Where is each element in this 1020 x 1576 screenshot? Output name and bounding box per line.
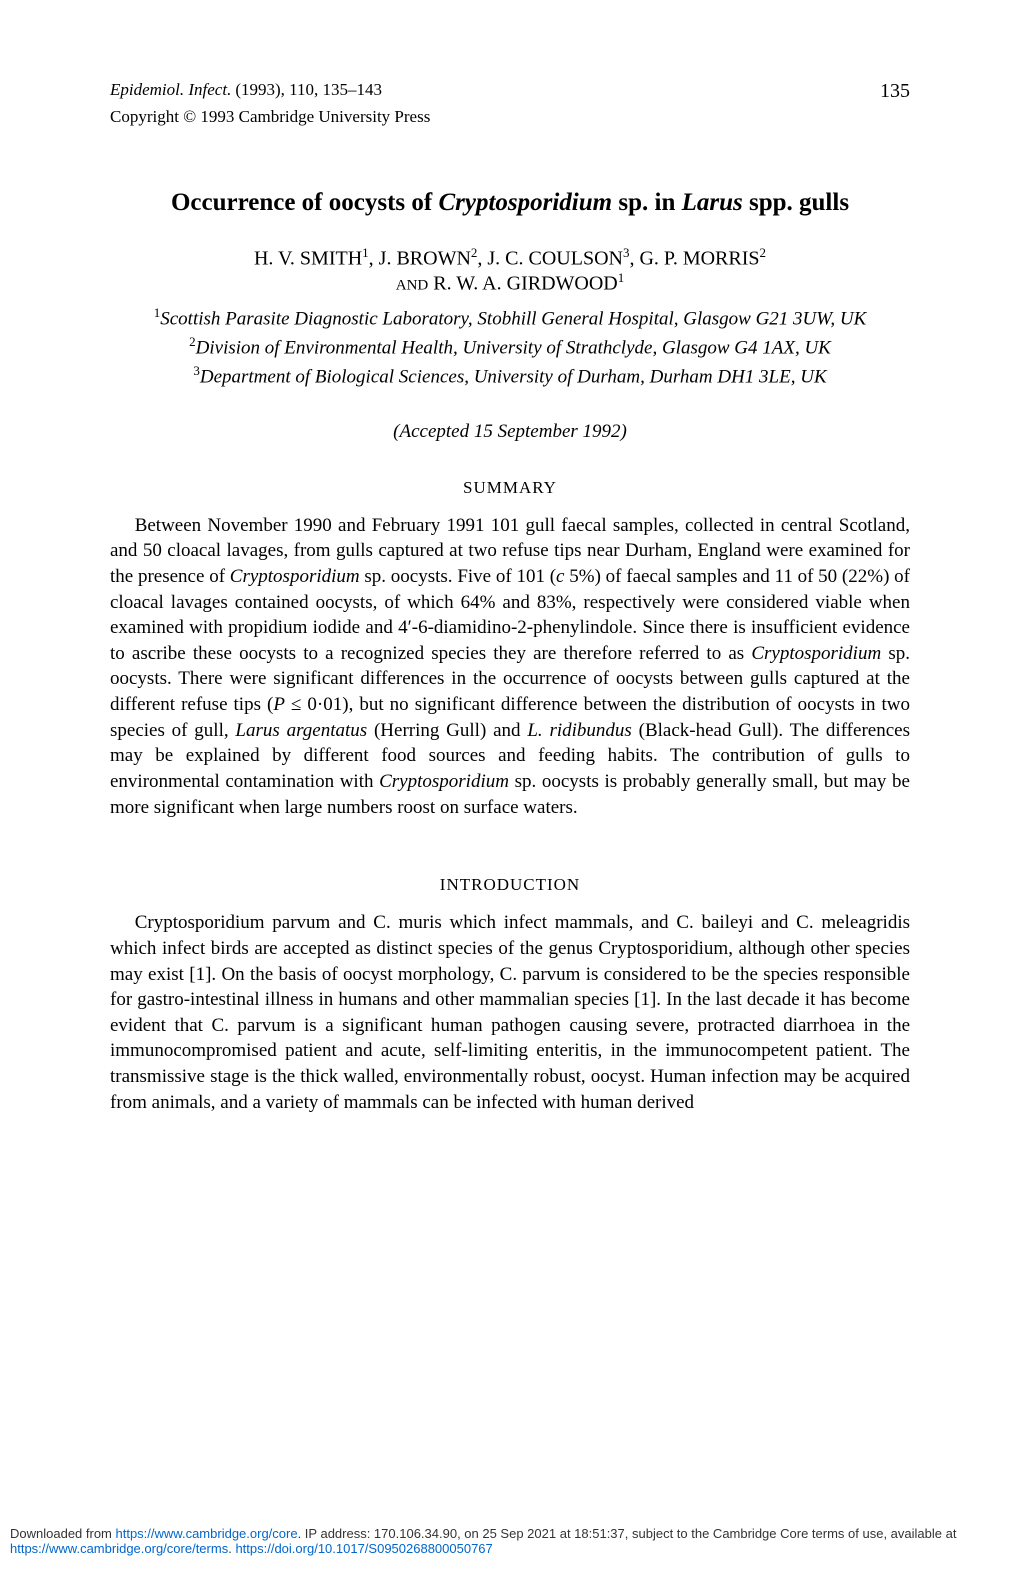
author: R. W. A. GIRDWOOD xyxy=(428,273,617,295)
species-name: Cryptosporidium xyxy=(751,643,881,664)
running-header: Epidemiol. Infect. (1993), 110, 135–143 … xyxy=(110,80,910,103)
affiliation-3: Department of Biological Sciences, Unive… xyxy=(200,366,827,387)
and-connector: AND xyxy=(396,278,429,294)
species-name: Cryptosporidium xyxy=(598,938,728,959)
footer-link-terms[interactable]: https://www.cambridge.org/core/terms xyxy=(10,1541,228,1556)
species-name: C. parvum xyxy=(500,964,581,985)
intro-text: and xyxy=(330,912,373,933)
affiliation-1: Scottish Parasite Diagnostic Laboratory,… xyxy=(160,308,866,329)
footer-link-doi[interactable]: https://doi.org/10.1017/S095026880005076… xyxy=(235,1541,492,1556)
affil-sup: 2 xyxy=(760,245,767,260)
species-name: Cryptosporidium xyxy=(379,771,509,792)
author-list: H. V. SMITH1, J. BROWN2, J. C. COULSON3,… xyxy=(110,245,910,296)
footer-link-core[interactable]: https://www.cambridge.org/core xyxy=(116,1526,298,1541)
affil-sup: 1 xyxy=(618,270,625,285)
species-name: L. ridibundus xyxy=(527,720,631,741)
page-number: 135 xyxy=(880,80,910,103)
intro-text: which infect birds are accepted as disti… xyxy=(110,938,598,959)
introduction-heading: INTRODUCTION xyxy=(110,875,910,895)
species-name: Larus argentatus xyxy=(235,720,367,741)
species-name: Cryptosporidium parvum xyxy=(135,912,331,933)
species-name: C. parvum xyxy=(211,1015,295,1036)
title-genus-2: Larus xyxy=(682,189,743,216)
intro-text: which infect mammals, and xyxy=(442,912,677,933)
affiliations: 1Scottish Parasite Diagnostic Laboratory… xyxy=(110,304,910,391)
species-name: C. muris xyxy=(373,912,441,933)
species-name: Cryptosporidium xyxy=(230,566,360,587)
introduction-paragraph: Cryptosporidium parvum and C. muris whic… xyxy=(110,910,910,1115)
article-title: Occurrence of oocysts of Cryptosporidium… xyxy=(110,187,910,220)
author: , J. BROWN xyxy=(369,247,471,269)
stat-symbol: P xyxy=(273,694,285,715)
year-vol-pages: (1993), 110, 135–143 xyxy=(235,80,382,99)
journal-citation: Epidemiol. Infect. (1993), 110, 135–143 xyxy=(110,80,382,100)
author: , G. P. MORRIS xyxy=(629,247,759,269)
copyright-line: Copyright © 1993 Cambridge University Pr… xyxy=(110,107,910,127)
affiliation-2: Division of Environmental Health, Univer… xyxy=(196,337,831,358)
journal-name: Epidemiol. Infect. xyxy=(110,80,231,99)
title-text: sp. in xyxy=(612,189,681,216)
author: , J. C. COULSON xyxy=(477,247,623,269)
footer-text: . IP address: 170.106.34.90, on 25 Sep 2… xyxy=(298,1526,957,1541)
author: H. V. SMITH xyxy=(254,247,362,269)
species-name: C. baileyi xyxy=(676,912,753,933)
title-text: Occurrence of oocysts of xyxy=(171,189,439,216)
species-name: C. meleagridis xyxy=(796,912,910,933)
summary-heading: SUMMARY xyxy=(110,478,910,498)
download-footer: Downloaded from https://www.cambridge.or… xyxy=(10,1526,1010,1556)
title-text: spp. gulls xyxy=(743,189,849,216)
summary-paragraph: Between November 1990 and February 1991 … xyxy=(110,513,910,821)
summary-text: sp. oocysts. Five of 101 ( xyxy=(360,566,556,587)
intro-text: and xyxy=(753,912,796,933)
footer-text: Downloaded from xyxy=(10,1526,116,1541)
summary-text: (Herring Gull) and xyxy=(367,720,527,741)
accepted-date: (Accepted 15 September 1992) xyxy=(110,421,910,443)
title-genus-1: Cryptosporidium xyxy=(438,189,612,216)
